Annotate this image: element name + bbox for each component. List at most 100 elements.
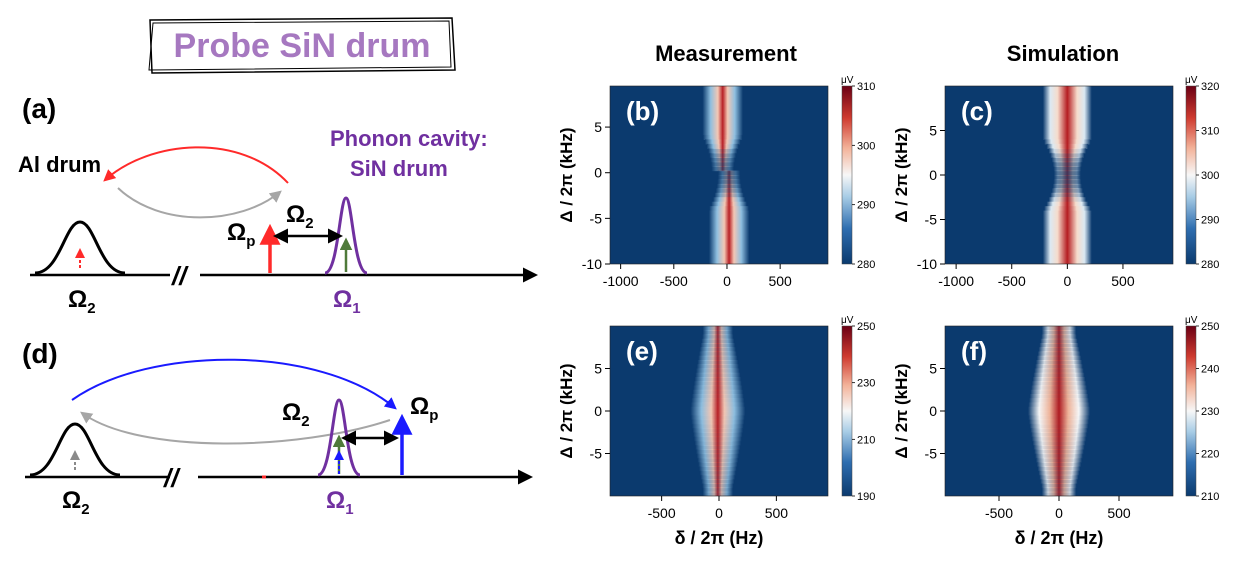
red-transfer-arrow	[103, 146, 289, 184]
heatmap-panel-e: -500 0 500 5 0 -5 Δ / 2π (kHz) δ / 2π (Hz) (e) μV…	[557, 315, 875, 548]
x-tick-label: 0	[1055, 505, 1063, 521]
omega2-gap-a: Ω	[286, 201, 305, 228]
svg-text:Ω2: Ω2	[68, 286, 96, 317]
x-tick-label: 500	[765, 505, 789, 521]
resonance-band	[1027, 326, 1091, 496]
gray-transfer-arrow	[117, 187, 282, 219]
svg-text:Ω2: Ω2	[282, 399, 310, 430]
colorbar-tick-label: 320	[1201, 81, 1219, 93]
omega1-axis-d: Ω	[326, 487, 345, 514]
panel-label: (e)	[626, 336, 658, 366]
x-tick-label: -500	[998, 273, 1026, 289]
resonance-band	[690, 326, 746, 496]
y-tick-label: 5	[594, 361, 602, 377]
colorbar-tick-label: 290	[857, 200, 875, 212]
panel-label: (c)	[961, 96, 993, 126]
x-tick-label: 0	[723, 273, 731, 289]
y-tick-label: -5	[590, 446, 603, 462]
svg-text:Ωp: Ωp	[227, 219, 255, 250]
y-tick-label: 0	[929, 403, 937, 419]
colorbar-tick-label: 310	[857, 81, 875, 93]
x-tick-label: 0	[1063, 273, 1071, 289]
svg-text:Ω2: Ω2	[62, 487, 90, 518]
colorbar-tick-label: 220	[1201, 449, 1219, 461]
colorbar-tick-label: 230	[1201, 406, 1219, 418]
measurement-column-title: Measurement	[655, 41, 798, 66]
al-drum-resonance-a	[34, 220, 126, 275]
y-tick-label: -5	[590, 210, 603, 226]
svg-text:Ω2: Ω2	[286, 201, 314, 232]
panel-label: (b)	[626, 96, 659, 126]
axis-break-a: //	[171, 261, 189, 291]
y-tick-label: 0	[594, 403, 602, 419]
colorbar-unit: μV	[841, 75, 854, 86]
gray-transfer-arrow-d	[80, 411, 391, 445]
colorbar-tick-label: 280	[1201, 259, 1219, 271]
resonance-band	[1042, 86, 1092, 264]
title-text: Probe SiN drum	[174, 27, 431, 65]
colorbar-tick-label: 250	[1201, 321, 1219, 333]
svg-text:Ωp: Ωp	[410, 393, 438, 424]
phonon-cavity-label-2: SiN drum	[350, 156, 448, 181]
sin-drum-resonance-d	[317, 398, 361, 477]
colorbar-tick-label: 250	[857, 321, 875, 333]
y-tick-label: 5	[929, 123, 937, 139]
al-drum-label: Al drum	[18, 152, 101, 177]
heatmap-panel-b: -1000 -500 0 500 5 0 -5 -10 Δ / 2π (kHz) (b) μV310…	[557, 75, 875, 289]
panel-label: (f)	[961, 336, 987, 366]
svg-text:Ω1: Ω1	[333, 286, 361, 317]
sin-drum-resonance-a	[324, 196, 368, 275]
y-tick-label: -5	[925, 446, 938, 462]
title-box: Probe SiN drum	[148, 17, 456, 74]
x-tick-label: -1000	[938, 273, 974, 289]
panel-label-d: (d)	[22, 338, 58, 369]
colorbar-unit: μV	[1185, 315, 1198, 326]
x-axis-label: δ / 2π (Hz)	[675, 528, 764, 548]
colorbar-tick-label: 210	[857, 434, 875, 446]
colorbar	[1185, 325, 1197, 497]
blue-transfer-arrow	[71, 358, 397, 410]
colorbar-tick-label: 210	[1201, 491, 1219, 503]
resonance-band	[702, 86, 750, 264]
x-tick-label: -500	[985, 505, 1013, 521]
y-axis-label: Δ / 2π (kHz)	[557, 363, 576, 458]
omega2-axis-d: Ω	[62, 487, 81, 514]
y-tick-label: -10	[582, 256, 602, 272]
y-tick-label: -5	[925, 212, 938, 228]
y-tick-label: -10	[917, 256, 937, 272]
omega2-gap-d: Ω	[282, 399, 301, 426]
colorbar-tick-label: 290	[1201, 215, 1219, 227]
svg-text:Ω1: Ω1	[326, 487, 354, 518]
y-tick-label: 5	[594, 119, 602, 135]
y-tick-label: 0	[929, 167, 937, 183]
colorbar	[841, 85, 853, 265]
al-drum-resonance-d	[29, 422, 121, 477]
y-axis-label: Δ / 2π (kHz)	[892, 363, 911, 458]
colorbar-unit: μV	[1185, 75, 1198, 86]
colorbar	[1185, 85, 1197, 265]
omega2-axis-a: Ω	[68, 286, 87, 313]
colorbar-tick-label: 300	[1201, 170, 1219, 182]
y-axis-label: Δ / 2π (kHz)	[892, 127, 911, 222]
colorbar-tick-label: 280	[857, 259, 875, 271]
omega-p-a: Ω	[227, 219, 246, 246]
heatmap-panel-c: -1000 -500 0 500 5 0 -5 -10 Δ / 2π (kHz) (c) μV320…	[892, 75, 1219, 289]
schematic-d: (d) // Ω2 Ωp Ω2 Ω1	[22, 338, 533, 518]
y-tick-label: 5	[929, 361, 937, 377]
schematic-a: (a) Al drum Phonon cavity: SiN drum // Ω…	[18, 93, 538, 317]
y-axis-label: Δ / 2π (kHz)	[557, 127, 576, 222]
heatmap-panel-f: -500 0 500 5 0 -5 Δ / 2π (kHz) δ / 2π (Hz) (f) μV…	[892, 315, 1219, 548]
panel-label-a: (a)	[22, 93, 56, 124]
x-axis-label: δ / 2π (Hz)	[1015, 528, 1104, 548]
x-tick-label: 0	[715, 505, 723, 521]
y-tick-label: 0	[594, 165, 602, 181]
colorbar-tick-label: 190	[857, 491, 875, 503]
simulation-column-title: Simulation	[1007, 41, 1119, 66]
colorbar-tick-label: 310	[1201, 126, 1219, 138]
colorbar	[841, 325, 853, 497]
omega1-axis-a: Ω	[333, 286, 352, 313]
x-tick-label: -1000	[603, 273, 639, 289]
colorbar-unit: μV	[841, 315, 854, 326]
